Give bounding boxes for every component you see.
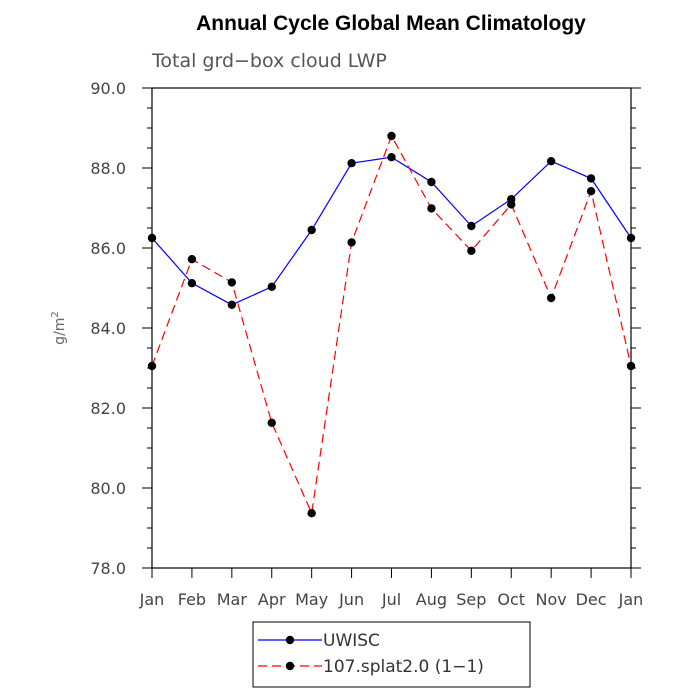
series-1-point (267, 282, 276, 291)
series-2-point (586, 187, 596, 196)
y-tick-label: 82.0 (90, 399, 126, 418)
series-2-point (227, 278, 237, 287)
x-tick-label: Oct (497, 590, 525, 609)
x-tick-label: Jul (381, 590, 401, 609)
legend-marker-2 (285, 661, 295, 671)
x-tick-label: Aug (416, 590, 447, 609)
chart-title: Annual Cycle Global Mean Climatology (196, 12, 586, 35)
series-1-point (227, 300, 237, 309)
y-tick-label: 86.0 (90, 239, 126, 258)
series-2-point (427, 204, 436, 213)
series-line-1 (151, 156, 632, 306)
series-2-point (147, 361, 157, 371)
y-axis-label-superscript: 2 (50, 311, 61, 317)
series-2-point (507, 200, 516, 209)
series-2-point (347, 238, 356, 247)
x-tick-label: Jan (618, 590, 644, 609)
legend-label-2: 107.splat2.0 (1−1) (323, 657, 484, 677)
x-tick-label: Jan (139, 590, 165, 609)
series-1-point (427, 177, 436, 187)
series-2-point (387, 131, 396, 141)
series-line-2 (151, 134, 632, 516)
series-2-point (467, 246, 476, 255)
x-tick-label: Sep (456, 590, 486, 609)
series-1-point (307, 225, 316, 235)
x-tick-label: Feb (178, 590, 206, 609)
series-1-point (147, 233, 157, 243)
y-tick-label: 90.0 (90, 79, 126, 98)
series-2-point (267, 418, 276, 427)
y-tick-label: 88.0 (90, 159, 126, 178)
series-2-point (187, 255, 197, 264)
x-tick-label: May (295, 590, 328, 609)
x-tick-label: Nov (536, 590, 567, 609)
x-tick-label: Mar (217, 590, 248, 609)
legend-marker-1 (285, 635, 295, 645)
series-2-point (546, 293, 556, 303)
chart-subtitle: Total grd−box cloud LWP (151, 50, 387, 72)
legend: UWISC 107.splat2.0 (1−1) (258, 631, 484, 677)
series-1-point (626, 233, 636, 243)
y-axis-label: g/m2 (50, 311, 68, 345)
series-2-point (626, 361, 636, 371)
y-tick-label: 80.0 (90, 479, 126, 498)
x-tick-label: Dec (576, 590, 607, 609)
series-1-point (387, 153, 396, 162)
x-tick-label: Jun (338, 590, 364, 609)
axes: 78.0 80.0 82.0 84.0 86.0 88.0 90.0 Jan Feb Mar Apr… (90, 79, 643, 609)
series-1-point (187, 279, 197, 288)
svg-text:g/m2: g/m2 (50, 311, 68, 345)
series-1-point (586, 174, 596, 183)
x-tick-label: Apr (258, 590, 286, 609)
legend-label-1: UWISC (323, 631, 380, 651)
series-1-point (546, 157, 556, 166)
series-2-point (307, 509, 316, 518)
series-1-point (467, 221, 476, 231)
y-tick-label: 84.0 (90, 319, 126, 338)
series-1-point (347, 159, 356, 168)
legend-box (252, 621, 531, 688)
series-group (147, 131, 636, 518)
y-axis-label-base: g/m (52, 318, 68, 345)
y-tick-label: 78.0 (90, 559, 126, 578)
